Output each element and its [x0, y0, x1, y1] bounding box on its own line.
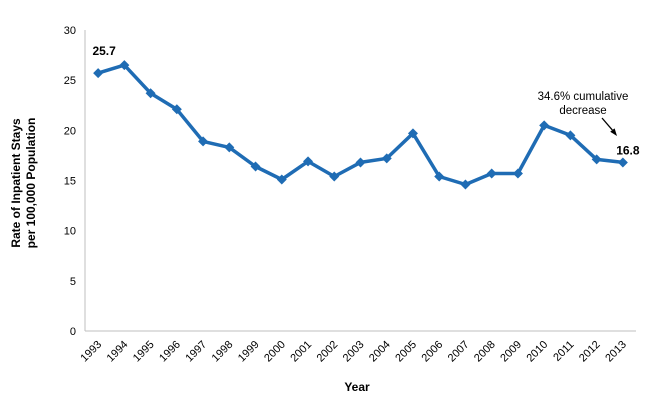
x-tick-label: 2004: [367, 339, 393, 365]
x-tick-label: 1994: [105, 339, 131, 365]
data-point-marker: [434, 171, 445, 182]
y-tick-label: 30: [64, 25, 76, 37]
data-point-marker: [381, 153, 392, 164]
x-tick-label: 1996: [157, 339, 183, 365]
y-tick-label: 15: [64, 176, 76, 188]
y-tick-label: 5: [70, 276, 76, 288]
y-tick-label: 25: [64, 75, 76, 87]
annotation-arrow-line: [601, 117, 613, 131]
x-tick-label: 2012: [577, 339, 603, 365]
x-tick-label: 2009: [498, 339, 524, 365]
data-point-marker: [250, 161, 261, 172]
x-tick-label: 1993: [78, 339, 104, 365]
data-point-marker: [119, 60, 130, 71]
data-point-marker: [539, 120, 550, 131]
data-point-marker: [591, 154, 602, 165]
x-tick-label: 2001: [288, 339, 314, 365]
data-point-marker: [93, 68, 104, 79]
x-tick-label: 1995: [131, 339, 157, 365]
x-tick-label: 2007: [446, 339, 472, 365]
y-tick-label: 0: [70, 326, 76, 338]
data-point-marker: [512, 168, 523, 179]
x-tick-label: 2010: [524, 339, 550, 365]
x-tick-label: 2005: [393, 339, 419, 365]
data-point-marker: [617, 157, 628, 168]
x-tick-label: 2013: [603, 339, 629, 365]
x-tick-label: 2000: [262, 339, 288, 365]
x-tick-label: 2011: [551, 339, 576, 364]
x-tick-label: 2006: [420, 339, 446, 365]
data-point-marker: [565, 130, 576, 141]
data-point-marker: [355, 157, 366, 168]
data-point-marker: [486, 168, 497, 179]
data-point-marker: [224, 142, 235, 153]
x-tick-label: 2003: [341, 339, 367, 365]
data-point-marker: [329, 171, 340, 182]
x-tick-label: 2008: [472, 339, 498, 365]
data-point-marker: [145, 88, 156, 99]
y-axis-title-line-1: Rate of Inpatient Stays: [9, 118, 23, 248]
point-data-label: 16.8: [616, 143, 640, 157]
data-point-marker: [276, 174, 287, 185]
y-tick-label: 20: [64, 125, 76, 137]
annotation-line-1: 34.6% cumulative: [538, 91, 629, 103]
data-point-marker: [407, 128, 418, 139]
y-axis-title-line-2: per 100,000 Population: [24, 118, 38, 249]
data-point-marker: [460, 179, 471, 190]
x-tick-label: 1998: [210, 339, 236, 365]
annotation-arrowhead-icon: [610, 128, 617, 136]
point-data-label: 25.7: [92, 44, 116, 58]
data-point-marker: [198, 136, 209, 147]
data-point-marker: [303, 156, 314, 167]
x-tick-label: 1997: [183, 339, 209, 365]
annotation-line-2: decrease: [559, 105, 606, 117]
x-tick-label: 1999: [236, 339, 262, 365]
data-point-marker: [171, 104, 182, 115]
x-axis-title: Year: [344, 380, 370, 394]
x-tick-label: 2002: [315, 339, 341, 365]
y-tick-label: 10: [64, 226, 76, 238]
